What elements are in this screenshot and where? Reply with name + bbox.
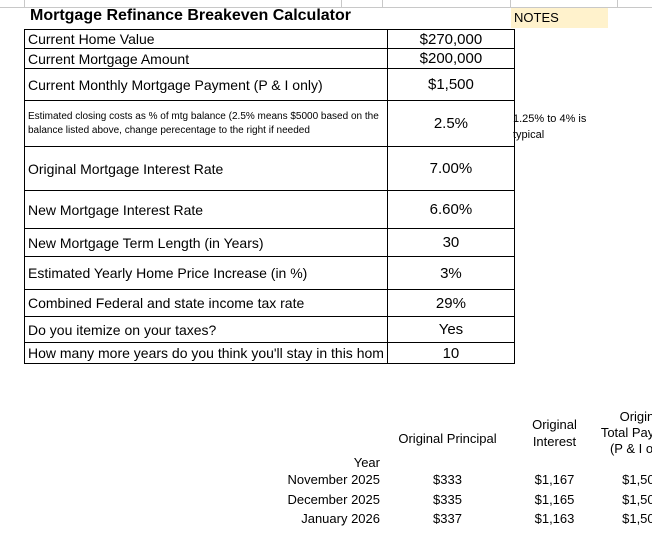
cell-itemize[interactable]: Yes (386, 316, 515, 343)
cell-tax-rate[interactable]: 29% (386, 289, 515, 317)
column-gridline (341, 0, 342, 7)
cell-years-stay[interactable]: 10 (386, 342, 515, 364)
row-label-price-increase: Estimated Yearly Home Price Increase (in… (24, 256, 388, 290)
cell-term-length[interactable]: 30 (386, 228, 515, 257)
row-label-original-rate: Original Mortgage Interest Rate (24, 146, 388, 191)
schedule-year: November 2025 (287, 472, 381, 487)
row-label-term-length: New Mortgage Term Length (in Years) (24, 228, 388, 257)
schedule-row: November 2025 $333 $1,167 $1,500 (0, 471, 652, 489)
calculator-table: Current Home Value $270,000 Current Mort… (24, 29, 515, 364)
schedule-total-payment: $1,500 (622, 511, 652, 526)
schedule-total-payment: $1,500 (622, 492, 652, 507)
schedule-year: January 2026 (301, 511, 380, 526)
column-gridline (382, 0, 383, 7)
cell-monthly-payment[interactable]: $1,500 (386, 68, 515, 101)
cell-mortgage-amount[interactable]: $200,000 (386, 48, 515, 69)
schedule-interest: $1,163 (534, 511, 575, 526)
header-original-interest: Original Interest (532, 417, 577, 449)
cell-home-value[interactable]: $270,000 (386, 29, 515, 49)
cell-new-rate[interactable]: 6.60% (386, 190, 515, 229)
schedule-row: January 2026 $337 $1,163 $1,500 (0, 510, 652, 528)
notes-header-cell: NOTES (511, 8, 608, 28)
row-label-years-stay: How many more years do you think you'll … (24, 342, 388, 364)
schedule-year: December 2025 (287, 492, 381, 507)
column-gridline (510, 0, 511, 7)
row-label-new-rate: New Mortgage Interest Rate (24, 190, 388, 229)
column-gridline (24, 0, 25, 7)
row-label-itemize: Do you itemize on your taxes? (24, 316, 388, 343)
schedule-row: December 2025 $335 $1,165 $1,500 (0, 491, 652, 509)
schedule-principal: $337 (433, 511, 462, 526)
page-title: Mortgage Refinance Breakeven Calculator (30, 7, 351, 24)
schedule-interest: $1,167 (534, 472, 575, 487)
schedule-total-payment: $1,500 (622, 472, 652, 487)
schedule-principal: $333 (433, 472, 462, 487)
cell-original-rate[interactable]: 7.00% (386, 146, 515, 191)
row-label-tax-rate: Combined Federal and state income tax ra… (24, 289, 388, 317)
column-gridline (617, 0, 618, 7)
header-original-principal: Original Principal (398, 431, 497, 446)
row-label-mortgage-amount: Current Mortgage Amount (24, 48, 388, 69)
schedule-interest: $1,165 (534, 492, 575, 507)
schedule-principal: $335 (433, 492, 462, 507)
cell-price-increase[interactable]: 3% (386, 256, 515, 290)
row-label-closing-costs: Estimated closing costs as % of mtg bala… (24, 100, 388, 147)
row-label-monthly-payment: Current Monthly Mortgage Payment (P & I … (24, 68, 388, 101)
closing-costs-note: 1.25% to 4% is typical (513, 113, 587, 141)
header-year: Year (353, 455, 380, 470)
row-gridline (0, 7, 652, 8)
cell-closing-costs-pct[interactable]: 2.5% (386, 100, 515, 147)
row-label-home-value: Current Home Value (24, 29, 388, 49)
header-original-total-payment: Original Total Payment (P & I only) (600, 409, 652, 456)
